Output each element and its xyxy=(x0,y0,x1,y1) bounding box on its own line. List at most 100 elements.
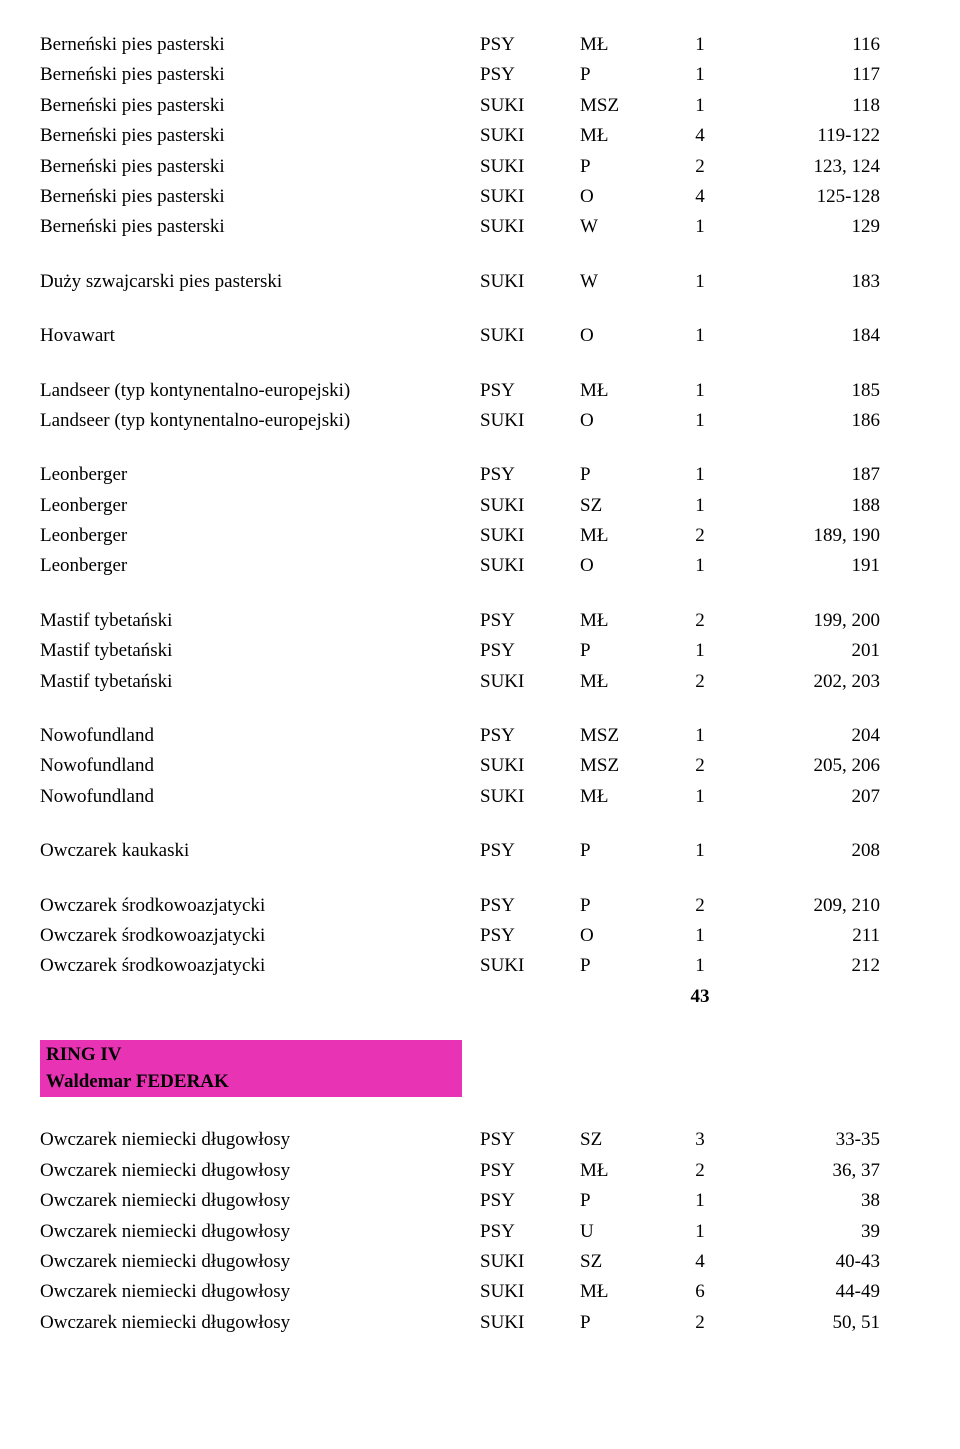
dog-show-schedule: Berneński pies pasterskiPSYMŁ1116Berneńs… xyxy=(40,30,920,1362)
count: 1 xyxy=(670,1186,730,1216)
catalog-numbers: 50, 51 xyxy=(730,1308,880,1338)
category: SUKI xyxy=(480,1247,580,1277)
category: SUKI xyxy=(480,267,580,297)
breed-name: Owczarek środkowoazjatycki xyxy=(40,921,480,951)
breed-name: Mastif tybetański xyxy=(40,636,480,666)
class-code: MSZ xyxy=(580,91,670,121)
class-code: SZ xyxy=(580,1247,670,1277)
table-row: Berneński pies pasterskiSUKIW1129 xyxy=(40,212,920,242)
category: SUKI xyxy=(480,491,580,521)
breed-name: Owczarek środkowoazjatycki xyxy=(40,951,480,981)
table-row: Landseer (typ kontynentalno-europejski)P… xyxy=(40,376,920,406)
table-row: NowofundlandSUKIMSZ2205, 206 xyxy=(40,751,920,781)
breed-name: Landseer (typ kontynentalno-europejski) xyxy=(40,406,480,436)
table-row: HovawartSUKIO1184 xyxy=(40,321,920,351)
breed-name: Hovawart xyxy=(40,321,480,351)
class-code: MŁ xyxy=(580,782,670,812)
breed-name: Owczarek niemiecki długowłosy xyxy=(40,1247,480,1277)
catalog-numbers: 123, 124 xyxy=(730,152,880,182)
category: SUKI xyxy=(480,121,580,151)
class-code: P xyxy=(580,836,670,866)
table-row: Owczarek niemiecki długowłosySUKISZ440-4… xyxy=(40,1247,920,1277)
breed-name: Berneński pies pasterski xyxy=(40,30,480,60)
class-code: MŁ xyxy=(580,1156,670,1186)
category: PSY xyxy=(480,376,580,406)
table-row: Landseer (typ kontynentalno-europejski)S… xyxy=(40,406,920,436)
table-row: Duży szwajcarski pies pasterskiSUKIW1183 xyxy=(40,267,920,297)
count: 1 xyxy=(670,376,730,406)
count: 1 xyxy=(670,491,730,521)
judge-name: Waldemar FEDERAK xyxy=(46,1069,456,1096)
category: PSY xyxy=(480,1125,580,1155)
count: 1 xyxy=(670,551,730,581)
category: SUKI xyxy=(480,782,580,812)
class-code: P xyxy=(580,1186,670,1216)
catalog-numbers: 199, 200 xyxy=(730,606,880,636)
catalog-numbers: 36, 37 xyxy=(730,1156,880,1186)
category: PSY xyxy=(480,891,580,921)
count: 1 xyxy=(670,60,730,90)
class-code: O xyxy=(580,321,670,351)
table-row: LeonbergerSUKIMŁ2189, 190 xyxy=(40,521,920,551)
table-row: Owczarek niemiecki długowłosyPSYSZ333-35 xyxy=(40,1125,920,1155)
count: 1 xyxy=(670,91,730,121)
category: SUKI xyxy=(480,521,580,551)
count: 1 xyxy=(670,721,730,751)
table-row: Owczarek środkowoazjatyckiPSYP2209, 210 xyxy=(40,891,920,921)
catalog-numbers: 129 xyxy=(730,212,880,242)
category: PSY xyxy=(480,1156,580,1186)
category: SUKI xyxy=(480,406,580,436)
table-row: Owczarek niemiecki długowłosyPSYP138 xyxy=(40,1186,920,1216)
count: 2 xyxy=(670,152,730,182)
category: SUKI xyxy=(480,152,580,182)
breed-name: Owczarek niemiecki długowłosy xyxy=(40,1125,480,1155)
count: 1 xyxy=(670,836,730,866)
breed-name: Owczarek niemiecki długowłosy xyxy=(40,1156,480,1186)
category: SUKI xyxy=(480,1277,580,1307)
class-code: MSZ xyxy=(580,721,670,751)
class-code: W xyxy=(580,267,670,297)
catalog-numbers: 116 xyxy=(730,30,880,60)
table-row: Berneński pies pasterskiSUKIMŁ4119-122 xyxy=(40,121,920,151)
breed-name: Leonberger xyxy=(40,521,480,551)
class-code: SZ xyxy=(580,491,670,521)
class-code: O xyxy=(580,921,670,951)
class-code: O xyxy=(580,182,670,212)
count: 1 xyxy=(670,951,730,981)
table-row: LeonbergerPSYP1187 xyxy=(40,460,920,490)
catalog-numbers: 191 xyxy=(730,551,880,581)
table-row: Owczarek niemiecki długowłosyPSYMŁ236, 3… xyxy=(40,1156,920,1186)
catalog-numbers: 185 xyxy=(730,376,880,406)
breed-name: Mastif tybetański xyxy=(40,667,480,697)
catalog-numbers: 211 xyxy=(730,921,880,951)
category: SUKI xyxy=(480,1308,580,1338)
breed-name: Owczarek kaukaski xyxy=(40,836,480,866)
breed-name: Owczarek niemiecki długowłosy xyxy=(40,1308,480,1338)
class-code: MŁ xyxy=(580,1277,670,1307)
breed-name: Berneński pies pasterski xyxy=(40,182,480,212)
breed-name: Owczarek niemiecki długowłosy xyxy=(40,1186,480,1216)
category: SUKI xyxy=(480,182,580,212)
class-code: MŁ xyxy=(580,606,670,636)
count: 1 xyxy=(670,921,730,951)
class-code: W xyxy=(580,212,670,242)
class-code: MSZ xyxy=(580,751,670,781)
table-row: Mastif tybetańskiPSYP1201 xyxy=(40,636,920,666)
category: SUKI xyxy=(480,951,580,981)
catalog-numbers: 205, 206 xyxy=(730,751,880,781)
count: 1 xyxy=(670,782,730,812)
category: PSY xyxy=(480,60,580,90)
table-row: Owczarek środkowoazjatyckiPSYO1211 xyxy=(40,921,920,951)
category: PSY xyxy=(480,460,580,490)
class-code: P xyxy=(580,951,670,981)
class-code: P xyxy=(580,152,670,182)
catalog-numbers: 184 xyxy=(730,321,880,351)
class-code: O xyxy=(580,406,670,436)
table-row: Owczarek niemiecki długowłosyPSYU139 xyxy=(40,1217,920,1247)
breed-name: Nowofundland xyxy=(40,782,480,812)
catalog-numbers: 202, 203 xyxy=(730,667,880,697)
catalog-numbers: 40-43 xyxy=(730,1247,880,1277)
count: 2 xyxy=(670,606,730,636)
category: SUKI xyxy=(480,551,580,581)
table-row: LeonbergerSUKIO1191 xyxy=(40,551,920,581)
